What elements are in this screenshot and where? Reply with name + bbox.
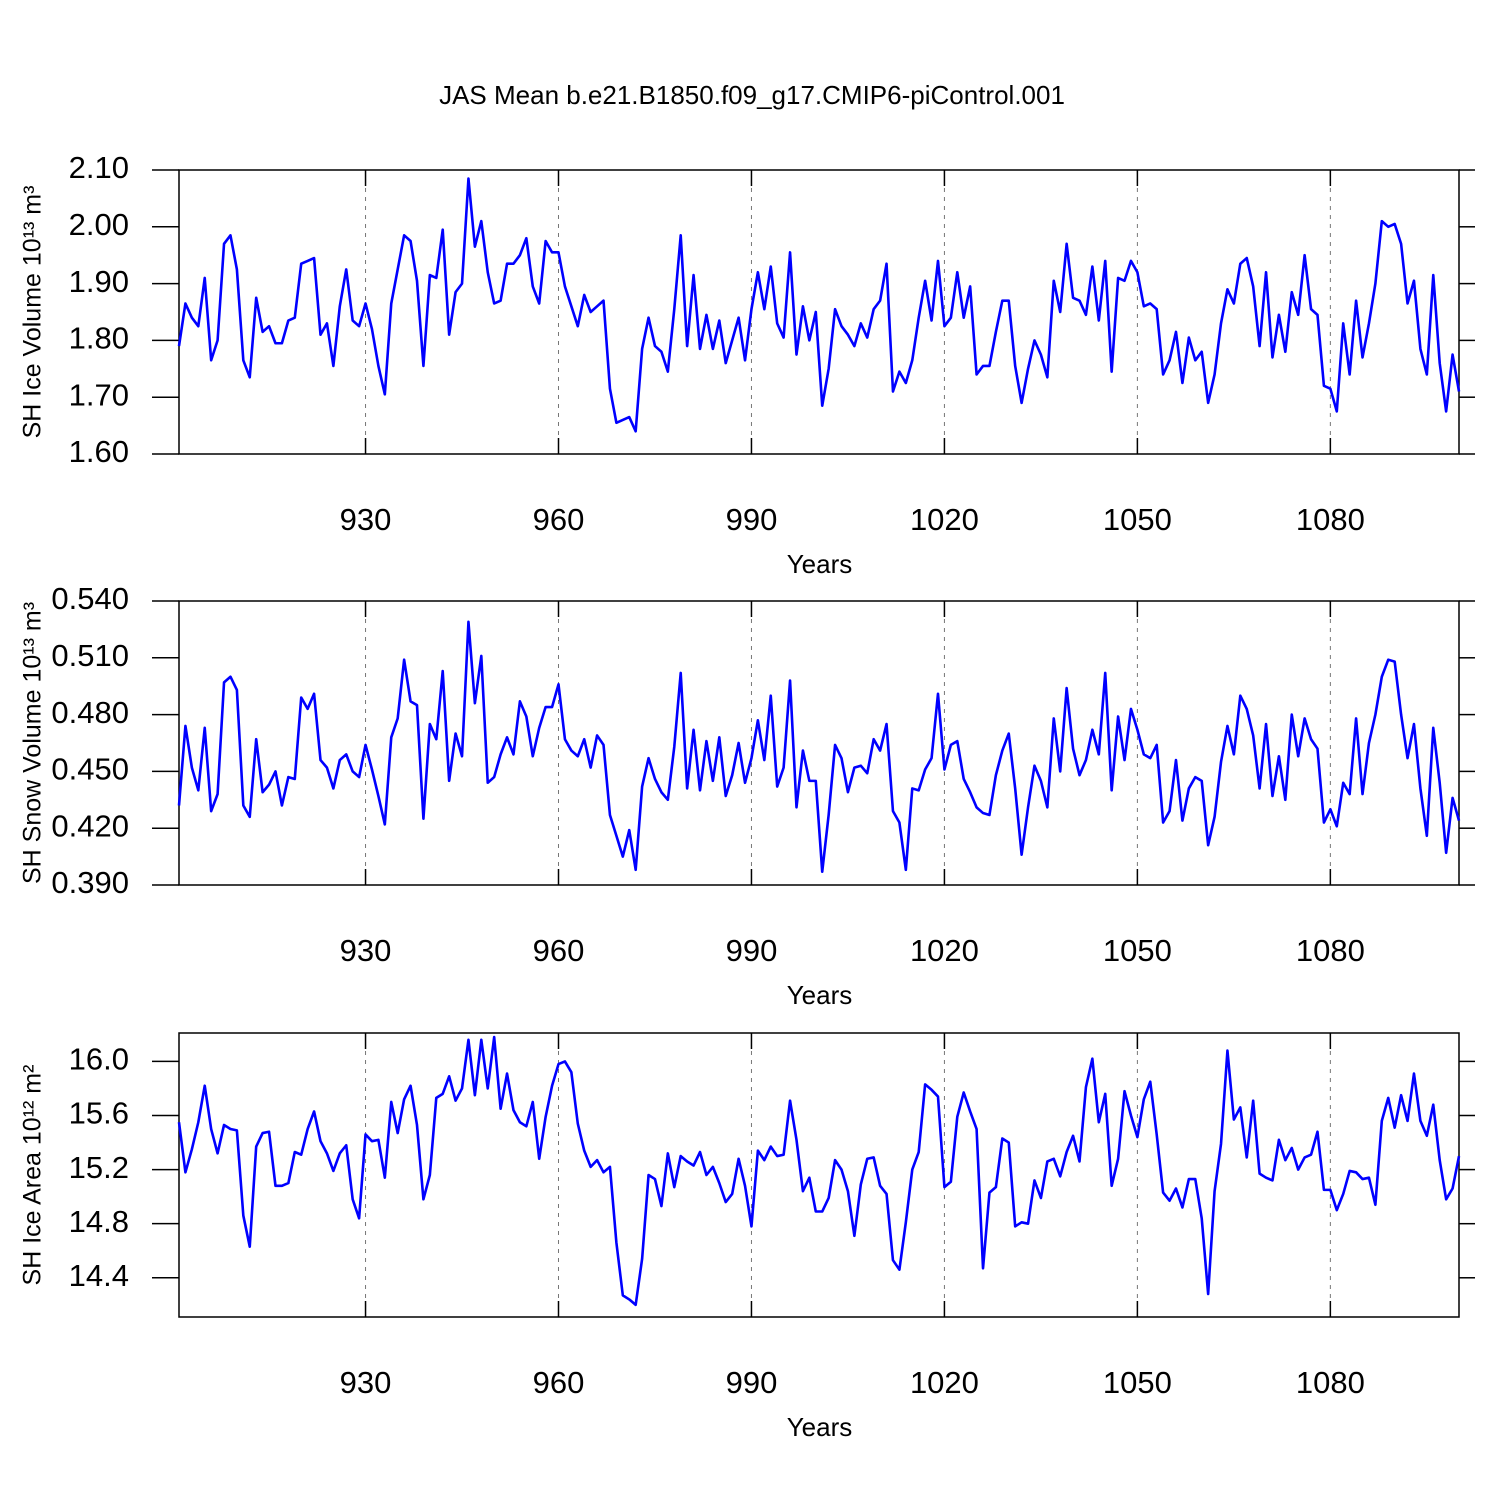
panel: 930 960 990 1020 1050 1080 14.4 14.8 15.2 15.6 16.… (19, 1032, 1475, 1442)
x-tick-label: 960 (533, 1365, 585, 1400)
y-tick-label: 0.480 (51, 695, 129, 730)
x-tick-label: 1080 (1296, 933, 1365, 968)
x-tick-label: 1020 (910, 1365, 979, 1400)
x-tick-label: 930 (340, 1365, 392, 1400)
y-tick-label: 1.70 (69, 377, 129, 412)
figure-title: JAS Mean b.e21.B1850.f09_g17.CMIP6-piCon… (439, 80, 1065, 110)
y-tick-label: 1.90 (69, 264, 129, 299)
x-tick-label: 1020 (910, 502, 979, 537)
y-tick-label: 15.2 (69, 1150, 129, 1185)
x-axis-label: Years (787, 549, 853, 579)
y-tick-label: 0.450 (51, 752, 129, 787)
panel: 930 960 990 1020 1050 1080 1.60 1.70 1.80 1.90 2.0… (19, 150, 1475, 579)
y-tick-label: 0.420 (51, 808, 129, 843)
y-axis-label: SH Snow Volume 10¹³ m³ (19, 602, 47, 884)
x-tick-label: 990 (726, 1365, 778, 1400)
x-tick-label: 960 (533, 933, 585, 968)
y-tick-label: 0.510 (51, 638, 129, 673)
x-axis-label: Years (787, 980, 853, 1010)
x-tick-label: 930 (340, 502, 392, 537)
x-tick-label: 1080 (1296, 502, 1365, 537)
data-line (177, 620, 1461, 874)
y-tick-label: 2.00 (69, 207, 129, 242)
x-tick-label: 990 (726, 933, 778, 968)
y-axis-label: SH Ice Volume 10¹³ m³ (19, 186, 47, 439)
x-tick-label: 1050 (1103, 502, 1172, 537)
y-tick-label: 16.0 (69, 1042, 129, 1077)
y-tick-label: 1.60 (69, 434, 129, 469)
y-tick-label: 2.10 (69, 150, 129, 185)
x-tick-label: 960 (533, 502, 585, 537)
y-tick-label: 14.8 (69, 1204, 129, 1239)
x-tick-label: 1050 (1103, 933, 1172, 968)
y-tick-label: 0.390 (51, 865, 129, 900)
x-tick-label: 1080 (1296, 1365, 1365, 1400)
x-tick-label: 990 (726, 502, 778, 537)
data-line (177, 1035, 1461, 1307)
y-tick-label: 1.80 (69, 321, 129, 356)
x-tick-label: 1050 (1103, 1365, 1172, 1400)
y-tick-label: 15.6 (69, 1096, 129, 1131)
panel: 930 960 990 1020 1050 1080 0.390 0.420 0.450 0.48… (19, 581, 1475, 1010)
y-tick-label: 0.540 (51, 581, 129, 616)
y-tick-label: 14.4 (69, 1258, 129, 1293)
x-axis-label: Years (787, 1412, 853, 1442)
x-tick-label: 1020 (910, 933, 979, 968)
x-tick-label: 930 (340, 933, 392, 968)
plot-frame (178, 1032, 1460, 1318)
plot-frame (178, 600, 1460, 886)
plot-frame (178, 169, 1460, 455)
y-axis-label: SH Ice Area 10¹² m² (19, 1065, 47, 1286)
data-line (177, 177, 1461, 433)
